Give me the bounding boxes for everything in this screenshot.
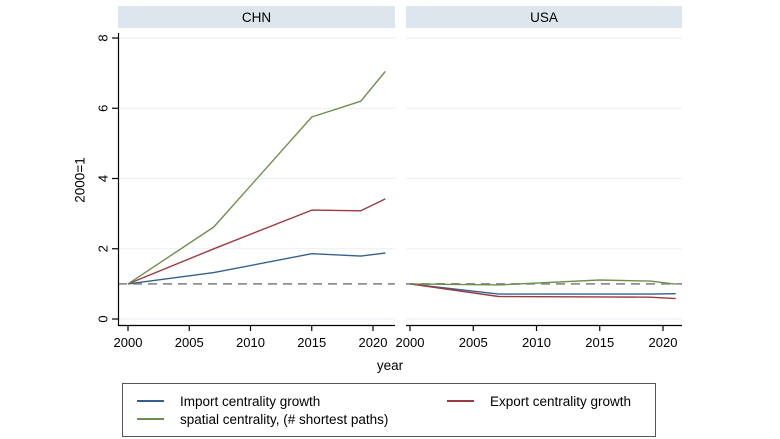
y-tick-label-6: 6	[96, 105, 111, 112]
x-tick-label-2020-usa: 2020	[649, 335, 678, 350]
x-tick-label-2015-usa: 2015	[585, 335, 614, 350]
series-line-import-usa	[409, 283, 676, 295]
panel-title-usa: USA	[530, 10, 558, 25]
x-tick-label-2005-chn: 2005	[175, 335, 204, 350]
series-line-spatial-chn	[127, 70, 386, 285]
x-tick-label-2000-usa: 2000	[396, 335, 425, 350]
y-tick-label-0: 0	[96, 315, 111, 322]
chart-canvas: CHN 2000 2005 2010 2015 2020 0 2 4 6 8 USA 2000 2005 2…	[73, 6, 682, 373]
x-axis-title: year	[377, 358, 404, 373]
panel-title-chn: CHN	[242, 10, 271, 25]
x-tick-label-2005-usa: 2005	[459, 335, 488, 350]
legend-label-spatial: spatial centrality, (# shortest paths)	[180, 411, 389, 427]
x-tick-label-2020-chn: 2020	[359, 335, 388, 350]
legend-item-spatial: spatial centrality, (# shortest paths)	[137, 412, 447, 427]
panel-header-chn	[118, 6, 395, 28]
x-tick-label-2010-chn: 2010	[236, 335, 265, 350]
y-axis-title: 2000=1	[73, 157, 88, 202]
x-tick-label-2010-usa: 2010	[522, 335, 551, 350]
legend-item-export: Export centrality growth	[447, 394, 655, 409]
series-line-export-usa	[409, 283, 676, 300]
y-tick-label-8: 8	[96, 34, 111, 41]
y-tick-label-2: 2	[96, 245, 111, 252]
legend-key-spatial-line	[137, 418, 164, 420]
legend-label-import: Import centrality growth	[180, 393, 321, 409]
series-line-export-chn	[127, 198, 386, 285]
legend-key-export-line	[447, 400, 474, 402]
x-tick-label-2015-chn: 2015	[297, 335, 326, 350]
legend-label-export: Export centrality growth	[490, 393, 632, 409]
panel-header-usa	[406, 6, 682, 28]
legend: Import centrality growth Export centrali…	[122, 383, 656, 437]
series-line-spatial-usa	[409, 279, 676, 286]
series-line-import-chn	[127, 252, 386, 285]
legend-key-import-line	[137, 400, 164, 402]
y-tick-label-4: 4	[96, 175, 111, 182]
legend-item-import: Import centrality growth	[137, 394, 447, 409]
x-tick-label-2000-chn: 2000	[114, 335, 143, 350]
